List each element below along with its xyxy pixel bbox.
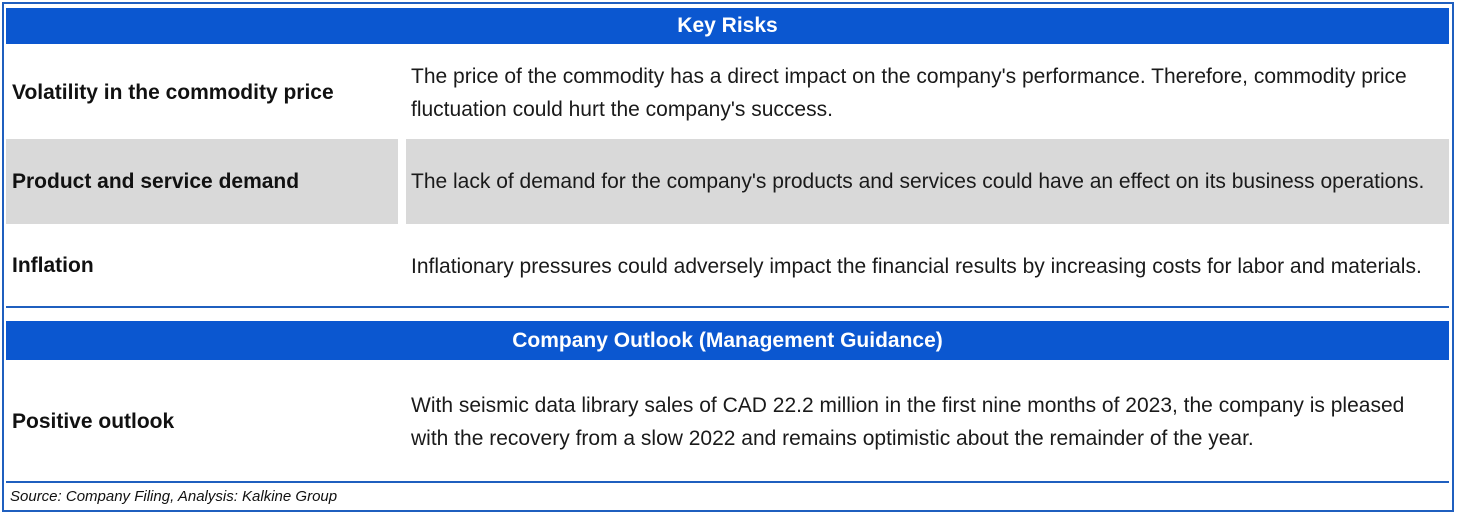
footer-divider bbox=[6, 481, 1449, 483]
outlook-label-positive: Positive outlook bbox=[12, 409, 175, 433]
risk-description-commodity: The price of the commodity has a direct … bbox=[411, 65, 1407, 121]
key-risks-header: Key Risks bbox=[6, 8, 1449, 44]
section-divider bbox=[6, 306, 1449, 308]
risk-description-demand: The lack of demand for the company's pro… bbox=[406, 139, 1449, 224]
risk-label-commodity: Volatility in the commodity price bbox=[12, 81, 334, 104]
risk-label-demand: Product and service demand bbox=[6, 139, 398, 224]
outlook-description-positive: With seismic data library sales of CAD 2… bbox=[411, 393, 1405, 450]
outlook-header: Company Outlook (Management Guidance) bbox=[6, 321, 1449, 360]
risk-description-inflation: Inflationary pressures could adversely i… bbox=[411, 254, 1422, 278]
risk-label-inflation: Inflation bbox=[12, 254, 94, 277]
source-note: Source: Company Filing, Analysis: Kalkin… bbox=[10, 488, 338, 505]
